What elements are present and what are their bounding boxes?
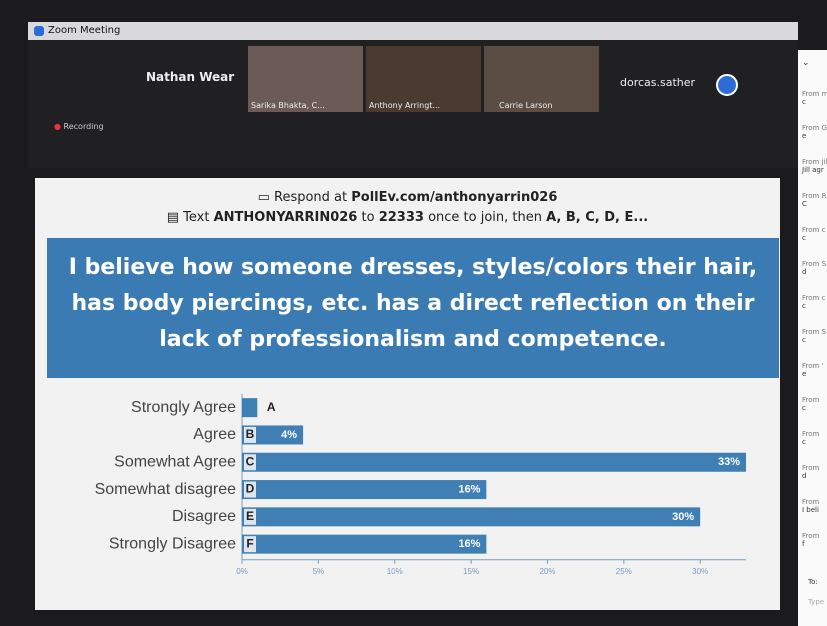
message-text: c [802, 438, 819, 446]
video-strip: Nathan Wear Sarika Bhakta, C... Anthony … [28, 40, 798, 168]
x-tick-label: 5% [313, 567, 325, 576]
category-letter: D [246, 482, 255, 496]
video-tile[interactable]: Carrie Larson [484, 46, 599, 112]
value-label: 4% [281, 429, 297, 441]
message-sender: From [802, 464, 819, 472]
category-label: Agree [193, 426, 236, 443]
message-sender: From ' [802, 362, 824, 370]
poll-slide: ▭ Respond at PollEv.com/anthonyarrin026 … [35, 178, 780, 610]
chart: 0% 5% 10% 15% 20% 25% 30% Strongly Agree A Agree B… [35, 178, 780, 610]
x-tick-label: 30% [692, 567, 708, 576]
category-letter: B [246, 427, 255, 441]
message-text: c [802, 302, 825, 310]
x-tick-label: 0% [236, 567, 248, 576]
bar [242, 535, 486, 554]
message-sender: From S [802, 328, 826, 336]
message-text: d [802, 472, 819, 480]
message-sender: From [802, 532, 819, 540]
category-label: Strongly Disagree [109, 535, 236, 552]
bar [242, 398, 257, 417]
bar [242, 507, 700, 526]
video-tile[interactable]: Sarika Bhakta, C... [248, 46, 363, 112]
message-sender: From c [802, 226, 825, 234]
bar [242, 453, 746, 472]
value-label: 16% [458, 483, 480, 495]
message-sender: From [802, 396, 819, 404]
bar [242, 480, 486, 499]
category-letter: C [246, 454, 255, 468]
message-text: c [802, 336, 826, 344]
message-sender: From G [802, 124, 827, 132]
message-text: f [802, 540, 819, 548]
message-sender: From [802, 430, 819, 438]
next-button[interactable] [716, 74, 738, 96]
participant[interactable]: Nathan Wear [146, 70, 234, 84]
message-sender: From R [802, 192, 826, 200]
participant: Anthony Arringt... [369, 101, 440, 110]
collapse-icon[interactable]: ⌄ [802, 58, 810, 68]
recording-indicator: ● Recording [54, 122, 104, 131]
message-sender: From c [802, 294, 825, 302]
window-title: Zoom Meeting [28, 22, 798, 40]
category-letter: A [267, 400, 276, 414]
value-label: 30% [672, 511, 694, 523]
message-text: c [802, 234, 825, 242]
message-text: e [802, 132, 827, 140]
category-label: Disagree [172, 508, 236, 525]
x-tick-label: 25% [616, 567, 632, 576]
category-letter: F [246, 536, 253, 550]
category-label: Somewhat disagree [95, 481, 237, 498]
message-sender: From m [802, 90, 827, 98]
message-sender: From [802, 498, 819, 506]
message-sender: From jil [802, 158, 827, 166]
message-sender: From S [802, 260, 826, 268]
participant: Sarika Bhakta, C... [251, 101, 325, 110]
recording-text: Recording [64, 122, 104, 131]
screen: Zoom Meeting Nathan Wear Sarika Bhakta, … [0, 0, 827, 626]
value-label: 16% [458, 538, 480, 550]
chat-input[interactable]: Type [808, 598, 824, 606]
chat-message: From mc [802, 90, 827, 106]
x-tick-label: 10% [387, 567, 403, 576]
message-text: e [802, 370, 824, 378]
chat-to: To: [808, 578, 818, 586]
message-text: d [802, 268, 826, 276]
message-text: C [802, 200, 826, 208]
message-text: c [802, 404, 819, 412]
category-label: Strongly Agree [131, 399, 236, 416]
message-text: I beli [802, 506, 819, 514]
x-tick-label: 15% [463, 567, 479, 576]
chat-message: From 'e [802, 362, 824, 378]
video-tile[interactable]: Anthony Arringt... [366, 46, 481, 112]
x-tick-label: 20% [539, 567, 555, 576]
message-text: Jill agr [802, 166, 827, 174]
category-letter: E [246, 509, 254, 523]
category-label: Somewhat Agree [114, 453, 236, 470]
value-label: 33% [718, 456, 740, 468]
message-text: c [802, 98, 827, 106]
participant: Carrie Larson [499, 101, 552, 110]
participant[interactable]: dorcas.sather [620, 76, 695, 89]
